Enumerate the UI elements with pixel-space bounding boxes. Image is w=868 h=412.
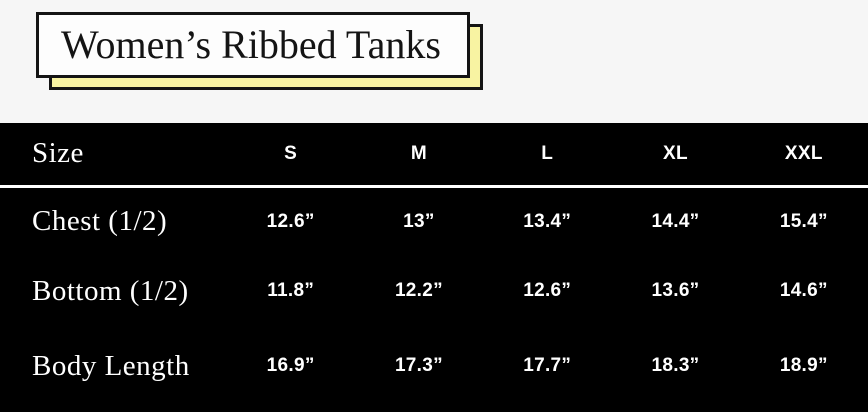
- title-plaque-box: Women’s Ribbed Tanks: [36, 12, 470, 78]
- cell-value: 12.2”: [394, 280, 443, 301]
- cell-value: 14.4”: [651, 210, 700, 232]
- header-cell-xl: XL: [611, 123, 740, 188]
- cell-value: 13.4”: [523, 210, 572, 232]
- header-cell-xxl: XXL: [739, 123, 868, 188]
- cell-value: 17.3”: [394, 355, 443, 376]
- cell-value: 11.8”: [267, 280, 315, 301]
- size-chart-table: Size S M L XL XXL Chest (1/2) 12.6” 13” …: [0, 123, 868, 406]
- row-label: Bottom (1/2): [32, 274, 189, 307]
- row-label: Body Length: [32, 349, 190, 382]
- cell-value: 13.6”: [651, 280, 700, 301]
- row-label: Chest (1/2): [32, 205, 168, 238]
- cell-value: 14.6”: [779, 280, 828, 301]
- table-row-bottom: Bottom (1/2) 11.8” 12.2” 12.6” 13.6” 14.…: [0, 256, 868, 326]
- cell-value: 12.6”: [523, 280, 572, 301]
- page-title: Women’s Ribbed Tanks: [61, 21, 441, 67]
- size-chart-header-row: Size S M L XL XXL: [0, 123, 868, 188]
- table-row-body-length: Body Length 16.9” 17.3” 17.7” 18.3” 18.9…: [0, 326, 868, 406]
- cell-value: 18.9”: [779, 355, 828, 376]
- header-cell-size: Size: [0, 123, 227, 188]
- cell-value: 17.7”: [523, 355, 572, 376]
- cell-value: 12.6”: [266, 210, 315, 232]
- header-cell-s: S: [226, 123, 355, 188]
- header-cell-l: L: [483, 123, 612, 188]
- cell-value: 16.9”: [266, 355, 315, 376]
- title-plaque: Women’s Ribbed Tanks: [36, 12, 483, 90]
- cell-value: 15.4”: [779, 210, 828, 232]
- header-cell-m: M: [354, 123, 484, 188]
- size-chart: Size S M L XL XXL Chest (1/2) 12.6” 13” …: [0, 123, 868, 412]
- cell-value: 13”: [403, 210, 435, 232]
- cell-value: 18.3”: [651, 355, 700, 376]
- table-row-chest: Chest (1/2) 12.6” 13” 13.4” 14.4” 15.4”: [0, 186, 868, 256]
